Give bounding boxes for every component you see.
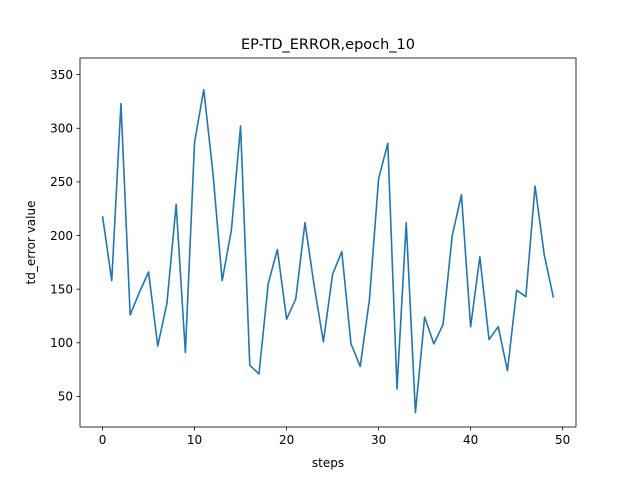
- x-tick-label: 40: [463, 433, 478, 447]
- series-layer: [101, 88, 555, 414]
- chart-title: EP-TD_ERROR,epoch_10: [241, 37, 415, 53]
- x-axis-label: steps: [312, 456, 344, 470]
- plot-frame: [79, 57, 577, 428]
- y-tick-label: 350: [50, 68, 73, 82]
- y-tick-label: 150: [50, 282, 73, 296]
- x-tick-label: 0: [99, 433, 107, 447]
- y-tick-label: 250: [50, 175, 73, 189]
- axis-ticks: 0 10 20 30 40 50 50 100 150 200 250 300 350: [50, 68, 570, 447]
- x-tick-label: 50: [555, 433, 570, 447]
- x-tick-label: 30: [371, 433, 386, 447]
- series-line: [101, 88, 555, 414]
- x-tick-label: 10: [187, 433, 202, 447]
- y-tick-label: 200: [50, 229, 73, 243]
- y-tick-label: 300: [50, 122, 73, 136]
- y-tick-label: 50: [58, 390, 73, 404]
- y-tick-label: 100: [50, 336, 73, 350]
- x-tick-label: 20: [279, 433, 294, 447]
- y-axis-label: td_error value: [24, 201, 38, 285]
